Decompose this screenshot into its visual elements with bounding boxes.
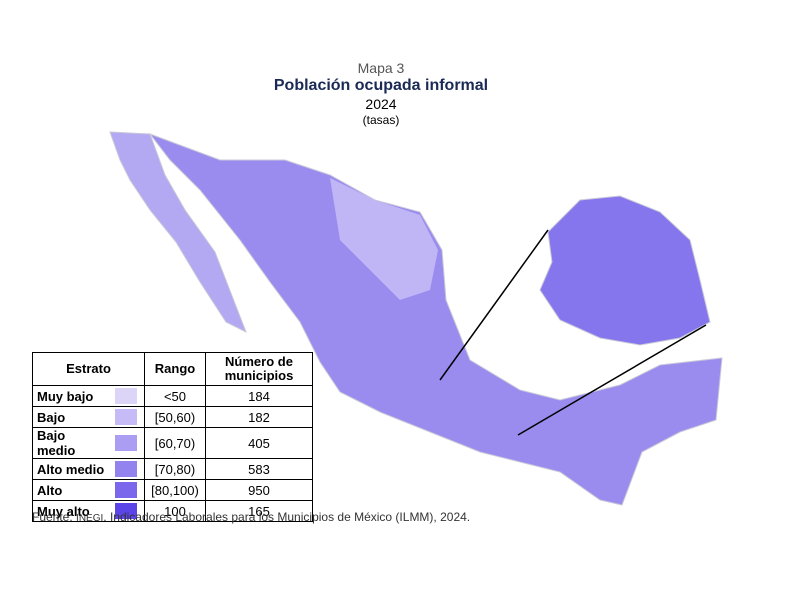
municipios: 165 — [205, 500, 313, 522]
legend-row: Muy alto 100 165 — [32, 500, 313, 522]
swatch-cell — [111, 479, 145, 501]
legend-row: Bajo medio [60,70) 405 — [32, 427, 313, 459]
estrato: Bajo medio — [32, 427, 111, 459]
legend-row: Muy bajo <50 184 — [32, 385, 313, 407]
estrato: Muy alto — [32, 500, 111, 522]
rango: [60,70) — [144, 427, 206, 459]
callout-line — [439, 229, 549, 381]
rango: 100 — [144, 500, 206, 522]
swatch — [115, 435, 137, 451]
mainland — [148, 132, 723, 506]
rango: [70,80) — [144, 458, 206, 480]
municipios: 184 — [205, 385, 313, 407]
estrato: Bajo — [32, 406, 111, 428]
source-prefix: Fuente: — [32, 510, 73, 524]
swatch — [115, 409, 137, 425]
municipios: 583 — [205, 458, 313, 480]
north-region — [330, 178, 438, 300]
swatch — [115, 388, 137, 404]
estrato: Alto medio — [32, 458, 111, 480]
swatch-cell — [111, 385, 145, 407]
estrato: Alto — [32, 479, 111, 501]
inset-region — [539, 195, 711, 346]
map-unit: (tasas) — [362, 113, 400, 127]
estrato: Muy bajo — [32, 385, 111, 407]
column-header: Rango — [144, 352, 206, 386]
rango: <50 — [144, 385, 206, 407]
map-year: 2024 — [365, 96, 397, 112]
swatch-cell — [111, 427, 145, 459]
swatch-cell — [111, 500, 145, 522]
legend-table: Estrato Rango Número de municipios Muy b… — [32, 352, 313, 522]
legend-row: Alto medio [70,80) 583 — [32, 458, 313, 480]
baja-california — [109, 131, 247, 334]
map-title: Población ocupada informal — [273, 77, 489, 94]
swatch — [115, 482, 137, 498]
callout-line — [517, 324, 707, 436]
swatch-cell — [111, 458, 145, 480]
legend-row: Bajo [50,60) 182 — [32, 406, 313, 428]
municipios: 405 — [205, 427, 313, 459]
swatch-cell — [111, 406, 145, 428]
swatch — [115, 461, 137, 477]
column-header: Estrato — [32, 352, 145, 386]
swatch — [115, 503, 137, 519]
map-label: Mapa 3 — [357, 60, 405, 76]
source-text: . Indicadores Laborales para los Municip… — [103, 510, 471, 524]
rango: [50,60) — [144, 406, 206, 428]
source-org: INEGI — [76, 513, 104, 524]
municipios: 950 — [205, 479, 313, 501]
source: Fuente: INEGI. Indicadores Laborales par… — [32, 510, 470, 524]
rango: [80,100) — [144, 479, 206, 501]
column-header: Número de municipios — [205, 352, 313, 386]
municipios: 182 — [205, 406, 313, 428]
legend-row: Alto [80,100) 950 — [32, 479, 313, 501]
